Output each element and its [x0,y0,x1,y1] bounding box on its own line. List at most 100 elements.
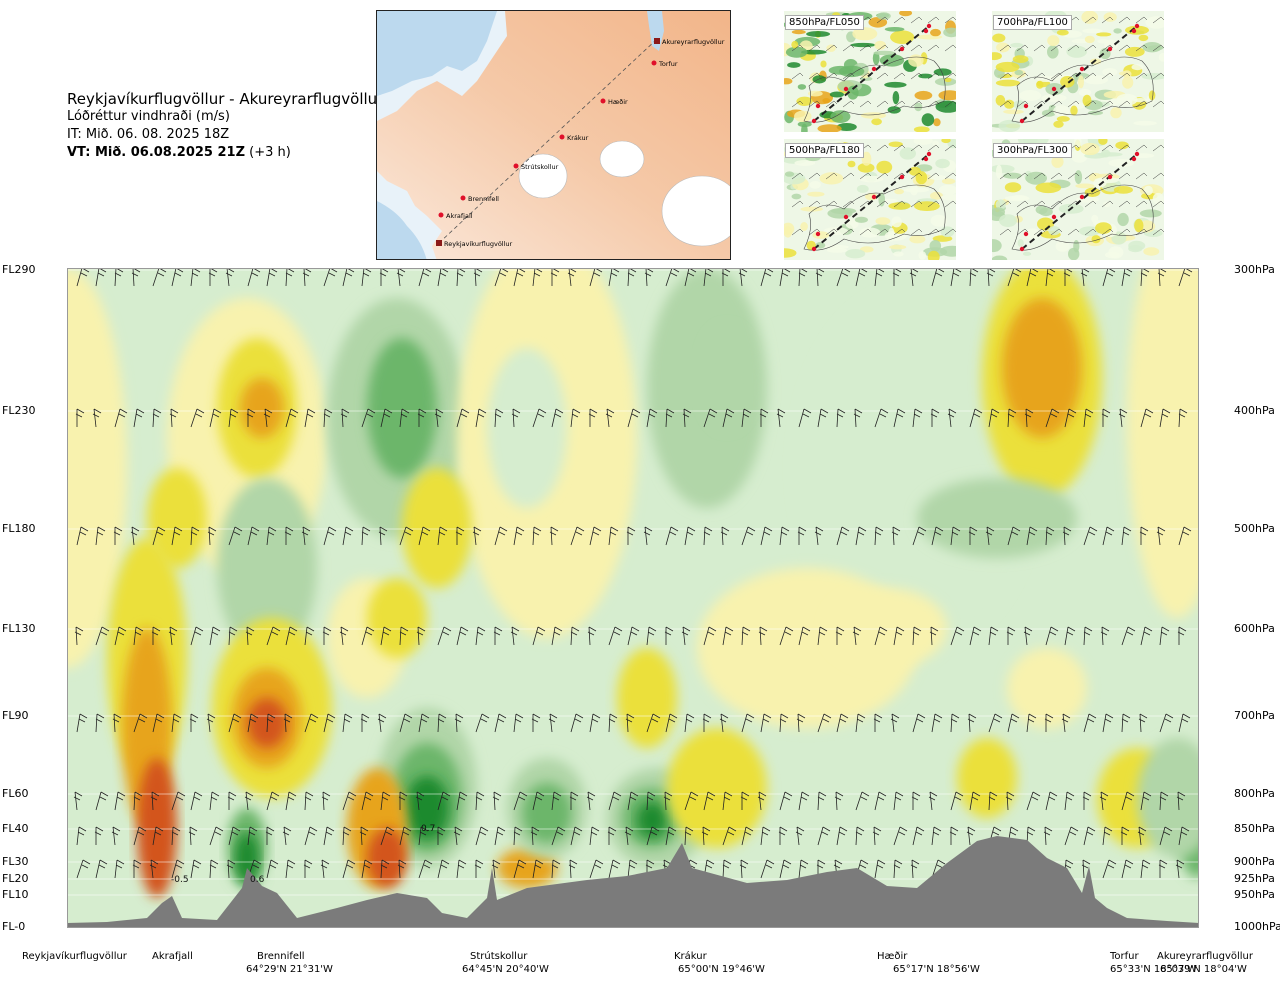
wind-barb [587,626,597,646]
wind-barb [776,408,786,428]
mini-map-waypoint [1134,151,1140,157]
route-waypoint: Torfur [651,60,678,68]
mini-map-field-blob [992,207,1005,217]
mini-map-waypoint [871,66,877,72]
wind-barb [416,626,426,646]
wind-barb [474,859,484,878]
mini-map-wind-barb [910,228,923,236]
mini-map-field-blob [1118,71,1131,76]
location-name: Krákur [674,951,707,962]
location-coordinate: 64°29'N 21°31'W [246,964,333,975]
mini-map-wind-barb [1135,200,1148,208]
wind-barb [190,791,203,811]
wind-barb [722,826,737,846]
mini-map-wind-barb [1118,228,1131,236]
wind-barb [966,826,976,846]
wind-barb [912,826,925,846]
wind-barb [1121,713,1131,733]
mini-map-wind-barb [825,172,838,180]
mini-map-wind-barb [1118,72,1131,80]
wind-barb [532,526,542,546]
mini-map-field-blob [827,208,853,219]
wind-barb [456,859,467,879]
mini-map-field-blob [908,54,924,67]
mini-map-field-blob [992,52,1002,61]
mini-map-field-blob [860,112,887,119]
wind-barb [931,713,943,733]
mini-map-field-blob [785,46,808,58]
wind-barb [152,526,166,546]
mini-map-field-blob [836,123,857,131]
wind-barb [988,408,1000,428]
mini-map-field-blob [1108,158,1134,168]
mini-map-field-blob [940,226,955,237]
waypoint-label: Brennifell [468,195,499,203]
wind-barb [722,626,734,646]
velocity-contour [1137,738,1217,858]
wind-barb [891,526,901,546]
flight-level-label: FL130 [2,622,36,635]
wind-barb [1139,526,1149,545]
wind-barb [342,826,352,846]
vatnajokull-glacier [661,175,730,247]
wind-barb [1024,408,1034,428]
location-name: Strútskollur [470,951,528,962]
wind-barb [722,859,732,879]
wind-barb [399,526,414,546]
wind-barb [1159,626,1170,646]
mini-map-wind-barb [893,200,906,208]
route-waypoint: Akureyrarflugvöllur [654,38,725,46]
wind-barb [513,526,525,546]
route-waypoint: Reykjavíkurflugvöllur [436,240,513,248]
mini-map-field-blob [784,248,797,258]
waypoint-marker [513,163,519,169]
wind-barb [950,713,960,733]
mini-map-field-blob [913,126,930,132]
wind-barb [798,791,810,811]
mini-map-field-blob [930,214,947,227]
mini-map-wind-barb [808,100,821,108]
mini-map-field-blob [1035,205,1048,215]
pressure-level-label: 850hPa [1234,822,1275,835]
mini-map-500: 500hPa/FL180 [784,139,956,260]
mini-map-wind-barb [791,200,804,208]
wind-barb [1178,826,1190,846]
mini-map-field-blob [992,33,1006,43]
mini-map-wind-barb [1033,44,1046,52]
mini-map-wind-barb [1101,200,1114,208]
mini-map-wind-barb [944,44,956,52]
mini-map-waypoint [843,214,849,220]
wind-barb [245,626,255,646]
wind-barb [664,626,674,645]
wind-barb [265,826,275,845]
valid-time: VT: Mið. 06.08.2025 21Z (+3 h) [67,144,383,162]
waypoint-label: Strútskollur [521,163,559,171]
wind-barb [1083,713,1097,733]
value-annotation: -0.5 [171,875,189,885]
wind-barb [320,859,330,879]
wind-barb [608,526,619,546]
mini-map-field-blob [1133,120,1157,126]
wind-barb [855,826,865,846]
mini-map-wind-barb [859,172,872,180]
mini-map-field-blob [823,244,849,250]
mini-map-field-blob [1060,76,1075,88]
wind-barb [244,791,254,811]
wind-barb [1156,526,1166,546]
wind-barb [643,526,653,546]
wind-barb [513,791,528,811]
wind-barb [931,826,942,846]
velocity-contour [702,328,752,428]
wind-barb [95,526,106,546]
velocity-contour [367,828,407,888]
waypoint-label: Akrafjall [446,212,473,220]
wind-barb [1178,526,1192,546]
mini-map-field-blob [812,75,827,84]
mini-map-field-blob [939,245,956,257]
mini-map-wind-barb [1033,100,1046,108]
wind-barb [928,791,938,811]
velocity-contour [667,728,767,848]
wind-barb [985,526,995,546]
mini-map-field-blob [850,42,876,48]
waypoint-label: Reykjavíkurflugvöllur [444,240,513,248]
